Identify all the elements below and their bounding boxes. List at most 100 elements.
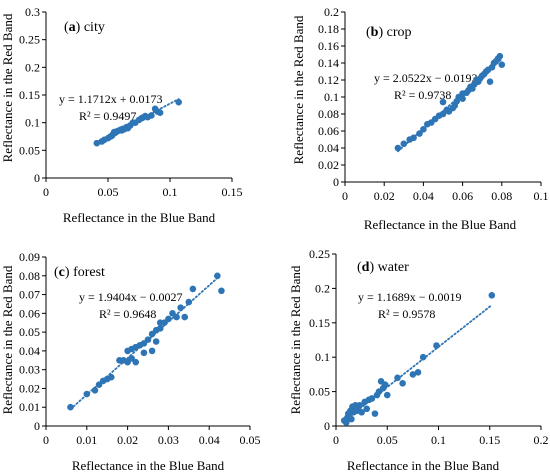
panel-b-y-tick-label: 0 (333, 175, 339, 189)
panel-d-title: (d) water (357, 260, 409, 275)
panel-c-x-axis-label: Reflectance in the Blue Band (72, 458, 225, 473)
panel-c-y-tick-label: 0.06 (19, 306, 40, 320)
panel-a-x-tick-label: 0.15 (222, 185, 243, 199)
panel-c-y-tick-label: 0.01 (19, 400, 40, 414)
panel-b-y-tick-label: 0.08 (318, 107, 339, 121)
panel-b-x-tick-label: 0 (342, 189, 348, 203)
panel-d-x-tick-label: 0 (333, 433, 339, 447)
panel-a-x-tick-label: 0.05 (98, 185, 119, 199)
panel-c-y-tick-label: 0 (34, 419, 40, 433)
panel-a-y-tick-label: 0.2 (25, 60, 40, 74)
panel-a-title: (a) city (64, 20, 105, 35)
panel-b-y-tick-label: 0.14 (318, 56, 339, 70)
panel-d-data-point (433, 342, 440, 349)
panel-b-y-axis-label: Reflectance in the Red Band (291, 15, 306, 164)
panel-c-y-axis-label: Reflectance in the Red Band (0, 265, 15, 414)
panel-c-data-point (140, 349, 148, 357)
panel-c-y-tick-label: 0.07 (19, 288, 40, 302)
panel-c-data-point (91, 387, 99, 394)
panel-a-y-tick-label: 0 (34, 171, 40, 185)
panel-c-r-squared: R² = 0.9648 (99, 307, 156, 321)
panel-b-x-tick-label: 0.06 (452, 189, 473, 203)
panel-a-y-tick-label: 0.05 (19, 143, 40, 157)
panel-c-data-point (189, 285, 197, 293)
panel-a-y-tick-label: 0.15 (19, 88, 40, 102)
panel-a-y-tick-label: 0.1 (25, 116, 40, 130)
panel-c-x-tick-label: 0.04 (199, 433, 220, 447)
panel-b-data-point (459, 95, 466, 102)
panel-a-y-tick-label: 0.3 (25, 5, 40, 19)
panel-c-x-tick-label: 0.03 (158, 433, 179, 447)
panel-d-y-tick-label: 0.25 (309, 247, 330, 261)
panel-d-y-tick-label: 0.15 (309, 316, 330, 330)
panel-b-y-tick-label: 0.18 (318, 22, 339, 36)
panel-c-data-point (132, 358, 140, 366)
panel-b-x-axis-label: Reflectance in the Blue Band (364, 217, 517, 232)
panel-c-forest: (c) forest y = 1.9404x − 0.0027 R² = 0.9… (0, 250, 261, 473)
panel-d-water: (d) water y = 1.1689x − 0.0019 R² = 0.95… (288, 247, 549, 473)
panel-d-equation: y = 1.1689x − 0.0019 (358, 290, 462, 304)
panel-d-data-point (363, 405, 371, 413)
panel-c-data-point (177, 304, 184, 312)
panel-c-y-tick-label: 0.03 (19, 363, 40, 377)
panel-b-data-point (416, 130, 423, 137)
panel-b-data-point (420, 126, 427, 133)
panel-b-y-tick-label: 0.04 (318, 141, 339, 155)
panel-c-data-point (148, 347, 156, 355)
panel-a-data-point (156, 109, 164, 117)
panel-c-x-tick-label: 0.05 (240, 433, 261, 447)
panel-b-data-point (486, 78, 494, 85)
panel-c-data-point (214, 272, 221, 280)
panel-a-y-tick-label: 0.25 (19, 33, 40, 47)
panel-d-data-point (381, 381, 389, 389)
panel-b-data-point (439, 98, 447, 106)
panel-d-x-tick-label: 0.2 (534, 433, 549, 447)
panel-b-x-tick-label: 0.04 (413, 189, 434, 203)
panel-b-data-point (410, 134, 417, 142)
panel-d-x-tick-label: 0.15 (479, 433, 500, 447)
panel-d-y-tick-label: 0 (324, 419, 330, 433)
panel-c-x-tick-label: 0 (43, 433, 49, 447)
panel-b-data-point (498, 61, 506, 68)
panel-d-y-axis-label: Reflectance in the Red Band (288, 265, 303, 414)
panel-b-equation: y = 2.0522x − 0.0193 (374, 71, 478, 85)
panel-d-data-point (399, 380, 406, 387)
panel-c-data-point (83, 390, 91, 398)
panel-b-y-tick-label: 0.12 (318, 73, 339, 87)
panel-c-data-point (156, 325, 164, 332)
panel-d-data-point (356, 402, 363, 409)
panel-d-data-point (383, 391, 391, 399)
panel-a-x-tick-label: 0 (43, 185, 49, 199)
panel-b-x-tick-label: 0.1 (534, 189, 549, 203)
panel-c-y-tick-label: 0.05 (19, 325, 40, 339)
panel-b-y-tick-label: 0.02 (318, 158, 339, 172)
panel-d-data-point (488, 291, 496, 299)
panel-d-data-point (414, 369, 422, 376)
panel-a-x-tick-label: 0.1 (163, 185, 178, 199)
panel-c-data-point (218, 287, 225, 295)
panel-c-data-point (181, 313, 189, 321)
panel-d-data-point (371, 410, 379, 417)
panel-d-y-tick-label: 0.1 (315, 350, 330, 364)
panel-b-x-tick-label: 0.02 (374, 189, 395, 203)
panel-a-y-axis-label: Reflectance in the Red Band (0, 13, 15, 162)
panel-c-y-tick-label: 0.09 (19, 250, 40, 264)
panel-b-data-point (439, 110, 447, 118)
panel-d-r-squared: R² = 0.9578 (378, 307, 435, 321)
panel-a-data-point (148, 112, 155, 119)
panel-b-y-tick-label: 0.1 (324, 90, 339, 104)
panel-d-y-tick-label: 0.2 (315, 281, 330, 295)
panel-a-equation: y = 1.1712x + 0.0173 (59, 92, 163, 106)
panel-c-data-point (185, 298, 193, 306)
panel-b-data-point (394, 144, 402, 152)
panel-d-data-point (348, 415, 355, 423)
panel-c-data-point (144, 336, 152, 343)
panel-d-y-tick-label: 0.05 (309, 385, 330, 399)
panel-b-y-tick-label: 0.2 (324, 5, 339, 19)
panel-a-city: (a) city y = 1.1712x + 0.0173 R² = 0.949… (0, 5, 243, 225)
panel-d-x-tick-label: 0.05 (377, 433, 398, 447)
panel-c-x-tick-label: 0.02 (117, 433, 138, 447)
panel-c-equation: y = 1.9404x − 0.0027 (79, 290, 183, 304)
panel-b-title: (b) crop (366, 25, 412, 40)
